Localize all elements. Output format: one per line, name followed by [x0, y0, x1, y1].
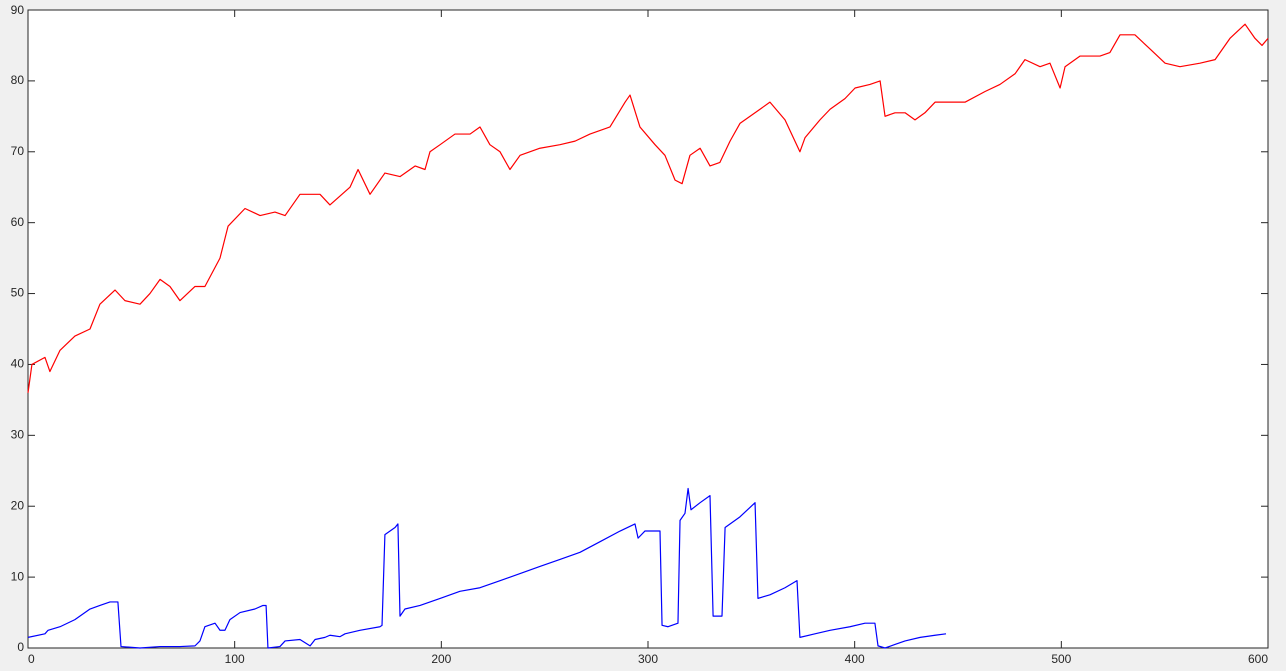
x-tick-label: 500: [1051, 652, 1071, 666]
y-tick-label: 30: [11, 428, 25, 442]
x-tick-label: 300: [638, 652, 658, 666]
series-line: [27, 487, 947, 649]
x-tick-label: 600: [1248, 652, 1268, 666]
y-tick-label: 80: [11, 73, 25, 87]
y-tick-label: 10: [11, 569, 25, 583]
x-tick-label: 0: [28, 652, 35, 666]
y-tick-label: 70: [11, 144, 25, 158]
x-tick-label: 200: [431, 652, 451, 666]
x-tick-label: 100: [225, 652, 245, 666]
y-tick-label: 50: [11, 286, 25, 300]
x-tick-label: 400: [845, 652, 865, 666]
y-tick-label: 0: [17, 640, 24, 654]
y-tick-label: 60: [11, 215, 25, 229]
y-tick-label: 40: [11, 357, 25, 371]
plot-area: [27, 9, 1269, 649]
y-tick-label: 90: [11, 3, 25, 17]
y-tick-label: 20: [11, 498, 25, 512]
series-line: [27, 23, 1269, 393]
